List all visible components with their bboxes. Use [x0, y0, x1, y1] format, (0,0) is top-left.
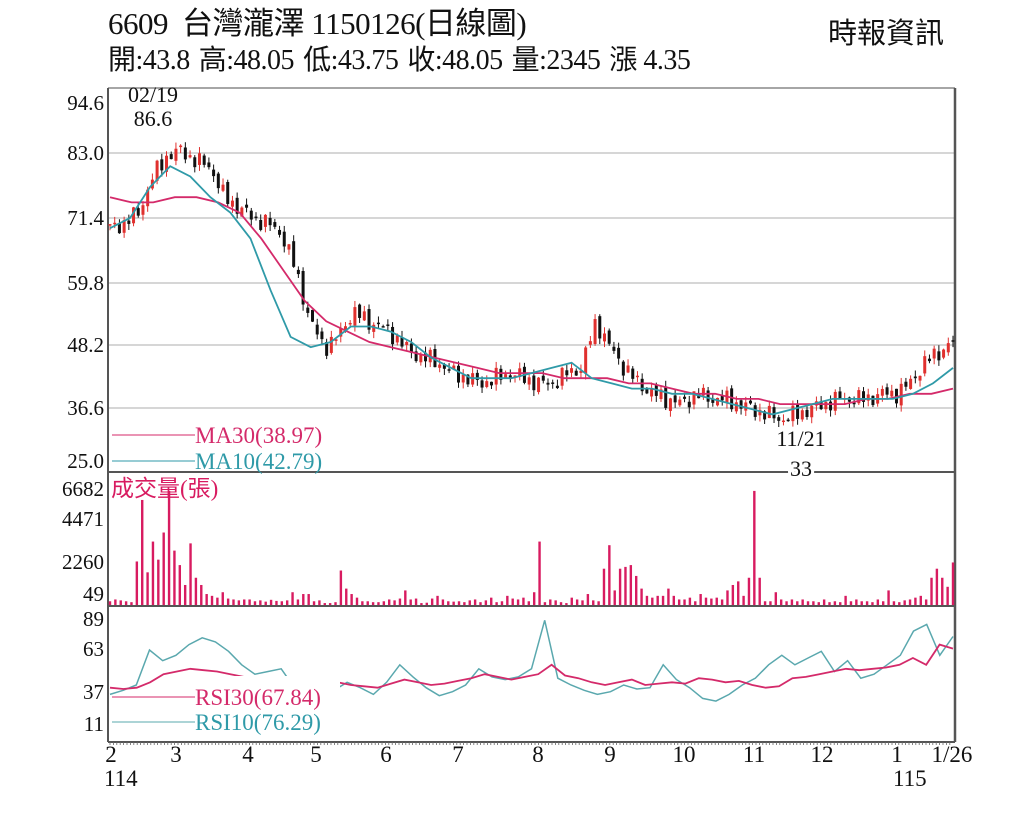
quote-low: 低:43.75: [303, 45, 399, 76]
svg-text:11: 11: [743, 742, 765, 767]
svg-text:37: 37: [83, 680, 104, 704]
rsi-legend: RSI30(67.84) RSI10(76.29): [112, 676, 340, 735]
svg-text:6682: 6682: [62, 477, 104, 501]
quote-high: 高:48.05: [198, 45, 295, 76]
svg-text:2260: 2260: [62, 550, 104, 574]
svg-text:7: 7: [452, 742, 464, 767]
svg-text:83.0: 83.0: [67, 141, 104, 165]
quote-open: 開:43.8: [108, 45, 190, 76]
svg-text:12: 12: [811, 742, 834, 767]
rsi10-line: [109, 620, 954, 702]
low-date-annotation: 11/21: [776, 426, 825, 451]
price-gridlines: [108, 152, 955, 409]
svg-text:3: 3: [170, 742, 182, 767]
ma30-legend-label: MA30(38.97): [195, 423, 322, 448]
ma10-line: [109, 165, 954, 416]
svg-text:6: 6: [380, 742, 392, 767]
panel-frames: [107, 87, 957, 743]
low-value-annotation: 33: [790, 456, 812, 481]
high-value-annotation: 86.6: [134, 106, 173, 131]
svg-text:59.8: 59.8: [67, 271, 104, 295]
svg-text:1: 1: [891, 742, 903, 767]
price-legend: MA30(38.97) MA10(42.79): [112, 423, 322, 474]
stock-code: 6609: [108, 6, 169, 41]
svg-text:94.6: 94.6: [67, 91, 104, 115]
volume-title: 成交量(張): [111, 476, 218, 501]
candlesticks: [108, 142, 955, 428]
quote-volume: 量:2345: [511, 45, 601, 76]
svg-text:89: 89: [83, 607, 104, 631]
rsi10-legend-label: RSI10(76.29): [195, 710, 321, 735]
svg-text:25.0: 25.0: [67, 449, 104, 473]
year-label-114: 114: [104, 766, 138, 791]
volume-bars: [108, 490, 955, 605]
volume-y-axis: 6682 4471 2260 49: [62, 477, 104, 606]
brand-label: 時報資訊: [828, 18, 945, 50]
chart-title: 6609 台灣瀧澤 1150126(日線圖): [108, 6, 527, 42]
price-y-axis: 94.6 83.0 71.4 59.8 48.2 36.6 25.0: [67, 91, 104, 473]
svg-text:5: 5: [310, 742, 322, 767]
x-axis-minor-ticks: [109, 742, 951, 745]
svg-text:36.6: 36.6: [67, 396, 104, 420]
svg-text:63: 63: [83, 637, 104, 661]
svg-text:8: 8: [532, 742, 544, 767]
rsi-y-axis: 89 63 37 11: [83, 607, 104, 736]
rsi30-legend-label: RSI30(67.84): [195, 685, 321, 710]
svg-text:48.2: 48.2: [67, 333, 104, 357]
svg-text:1/26: 1/26: [932, 742, 973, 767]
svg-text:71.4: 71.4: [67, 206, 104, 230]
quote-close: 收:48.05: [407, 45, 503, 76]
svg-text:4: 4: [242, 742, 254, 767]
svg-text:49: 49: [83, 582, 104, 606]
svg-text:2: 2: [105, 742, 117, 767]
ma10-legend-label: MA10(42.79): [195, 449, 322, 474]
svg-text:10: 10: [673, 742, 696, 767]
quote-summary: 開:43.8 高:48.05 低:43.75 收:48.05 量:2345 漲 4.35: [108, 44, 699, 78]
quote-change: 漲 4.35: [609, 45, 691, 76]
x-axis: 2 3 4 5 6 7 8 9 10 11 12 1 1/26 114 115: [104, 742, 972, 791]
year-label-115: 115: [893, 766, 927, 791]
stock-name: 台灣瀧澤: [182, 6, 305, 41]
chart-date-label: 1150126(日線圖): [311, 6, 527, 41]
svg-text:4471: 4471: [62, 507, 104, 531]
svg-text:11: 11: [84, 712, 104, 736]
svg-text:9: 9: [604, 742, 616, 767]
high-date-annotation: 02/19: [128, 82, 178, 107]
